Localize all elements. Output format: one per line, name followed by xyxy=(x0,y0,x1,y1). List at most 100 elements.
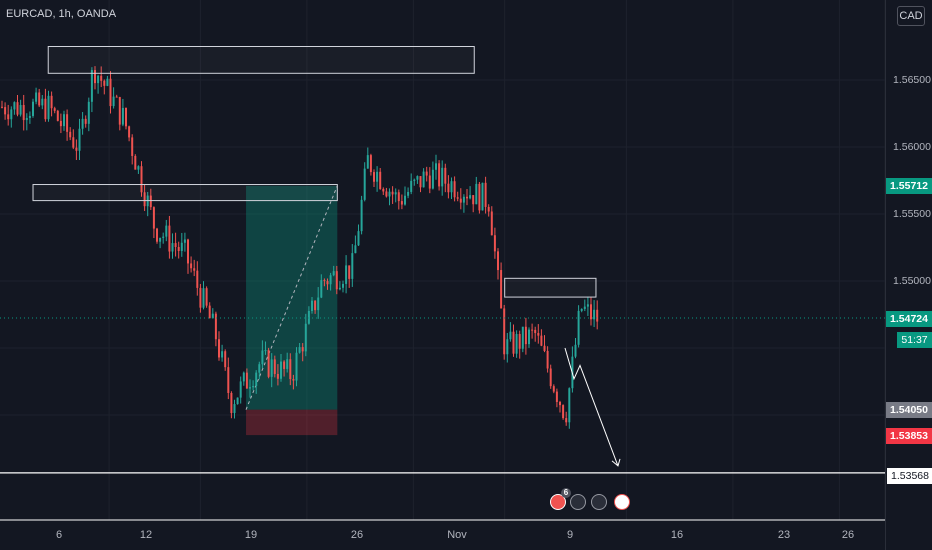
candle-body xyxy=(230,392,233,414)
price-tick: 1.56500 xyxy=(893,74,931,86)
candle-body xyxy=(47,95,50,120)
candle-body xyxy=(94,70,96,84)
candle-body xyxy=(320,280,323,298)
candle-body xyxy=(255,372,258,387)
candle-body xyxy=(376,171,379,182)
candle-body xyxy=(528,329,530,345)
candle-body xyxy=(413,179,416,181)
candle-body xyxy=(416,176,419,180)
candle-body xyxy=(97,75,100,84)
candle-body xyxy=(447,183,450,193)
candle-body xyxy=(580,308,583,311)
candle-body xyxy=(205,288,208,306)
dividend-event-icon[interactable] xyxy=(570,494,586,510)
candle-body xyxy=(252,386,255,388)
candle-body xyxy=(552,386,555,392)
candle-body xyxy=(466,196,468,199)
event-count-badge[interactable]: 6 xyxy=(561,488,571,498)
candle-body xyxy=(249,387,251,389)
candle-body xyxy=(407,191,410,196)
candle-body xyxy=(270,359,273,377)
candle-body xyxy=(174,243,177,248)
candle-body xyxy=(289,359,292,380)
candle-body xyxy=(559,401,561,406)
candle-body xyxy=(28,115,31,118)
candle-body xyxy=(345,265,348,284)
candle-body xyxy=(515,333,518,354)
candle-body xyxy=(202,288,205,308)
economic-event-icon[interactable] xyxy=(591,494,607,510)
date-tick: 6 xyxy=(55,529,63,541)
candle-body xyxy=(283,361,286,369)
candle-body xyxy=(159,237,162,242)
candle-body xyxy=(143,192,146,207)
candle-body xyxy=(180,242,183,251)
candle-body xyxy=(100,75,103,81)
candle-body xyxy=(493,235,496,252)
candle-body xyxy=(276,373,279,379)
candle-body xyxy=(596,309,599,322)
candle-body xyxy=(10,109,13,120)
candle-body xyxy=(53,108,56,111)
candle-body xyxy=(196,270,199,288)
candle-body xyxy=(66,114,69,132)
candle-body xyxy=(456,197,459,199)
candle-body xyxy=(441,167,444,187)
candle-body xyxy=(397,192,400,202)
candle-body xyxy=(165,225,168,237)
candle-body xyxy=(388,191,391,197)
candle-body xyxy=(462,196,465,203)
candle-body xyxy=(453,181,456,198)
candle-body xyxy=(224,351,227,368)
candle-body xyxy=(360,199,363,232)
candle-body xyxy=(543,345,546,351)
candle-body xyxy=(242,372,245,382)
candle-body xyxy=(109,78,112,107)
candle-body xyxy=(267,350,270,377)
candle-body xyxy=(540,335,543,346)
candle-body xyxy=(4,107,7,115)
candle-body xyxy=(568,388,571,423)
date-tick: 12 xyxy=(139,529,153,541)
candle-body xyxy=(50,95,53,109)
candle-body xyxy=(382,188,385,192)
candle-body xyxy=(152,207,155,229)
candle-body xyxy=(478,183,481,211)
projection-path xyxy=(564,347,619,467)
candle-body xyxy=(329,275,332,285)
candle-body xyxy=(431,169,434,189)
candle-body xyxy=(233,404,236,414)
candle-body xyxy=(227,367,230,393)
canada-event-icon[interactable] xyxy=(614,494,630,510)
current-price-tag: 1.54724 xyxy=(886,311,932,327)
price-tag-c: 1.53853 xyxy=(886,428,932,444)
candle-body xyxy=(41,98,44,106)
candle-body xyxy=(509,331,512,340)
candle-body xyxy=(518,333,521,349)
candle-body xyxy=(78,128,81,151)
date-tick: 26 xyxy=(350,529,364,541)
candle-body xyxy=(444,167,447,184)
candle-body xyxy=(475,183,478,205)
candle-body xyxy=(140,166,143,193)
candle-body xyxy=(366,155,369,169)
currency-button[interactable]: CAD xyxy=(897,6,925,26)
candle-body xyxy=(531,329,534,331)
price-tick: 1.56000 xyxy=(893,141,931,153)
projection-arrowhead xyxy=(611,458,621,467)
candle-body xyxy=(425,171,428,176)
candle-body xyxy=(106,78,109,86)
candle-body xyxy=(84,118,87,124)
candle-body xyxy=(38,92,41,106)
zone-rectangle xyxy=(32,184,338,202)
candle-body xyxy=(459,198,462,203)
earnings-event-icon[interactable] xyxy=(550,494,566,510)
candle-body xyxy=(56,110,59,121)
candle-body xyxy=(214,313,217,340)
candle-body xyxy=(534,329,537,334)
candle-body xyxy=(332,271,335,276)
candle-body xyxy=(555,391,558,402)
date-tick: 26 xyxy=(841,529,855,541)
candle-body xyxy=(354,245,357,254)
